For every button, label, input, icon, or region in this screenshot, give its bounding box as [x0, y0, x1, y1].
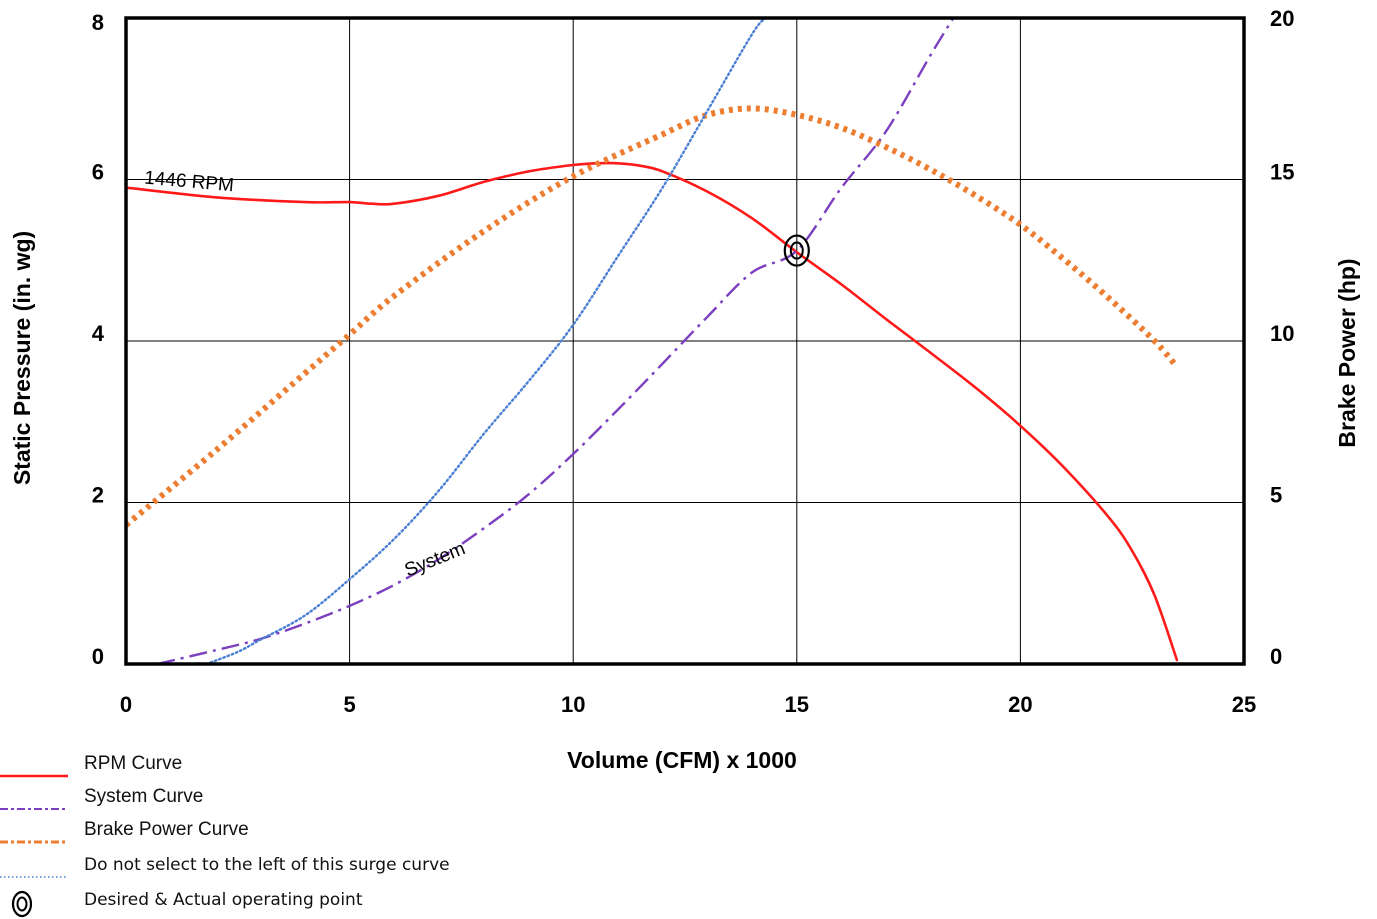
- operating-point-outer: [783, 234, 810, 267]
- y-left-tick-label: 6: [92, 160, 104, 185]
- legend-label: System Curve: [84, 786, 203, 807]
- surge-curve: [205, 16, 767, 666]
- x-tick-label: 25: [1232, 692, 1256, 717]
- y-axis-left-title: Static Pressure (in. wg): [9, 231, 35, 485]
- legend-label: RPM Curve: [84, 753, 182, 774]
- rpm-curve: [124, 161, 1179, 662]
- legend-label: Desired & Actual operating point: [84, 890, 363, 910]
- y-left-tick-label: 8: [92, 10, 104, 35]
- legend-label: Brake Power Curve: [84, 819, 249, 840]
- tick-labels: 0 5 10 15 20 25 0 2 4 6 8 0 5 10 15 20: [92, 6, 1295, 717]
- x-tick-label: 20: [1008, 692, 1032, 717]
- series-lines: [124, 16, 1180, 666]
- y-axis-right-title: Brake Power (hp): [1334, 258, 1360, 447]
- x-tick-label: 10: [561, 692, 585, 717]
- x-tick-label: 0: [120, 692, 132, 717]
- plot-frame: [124, 16, 1246, 666]
- legend: RPM Curve System Curve Brake Power Curve Do…: [0, 753, 450, 918]
- y-left-tick-label: 2: [92, 483, 104, 508]
- x-tick-label: 5: [343, 692, 355, 717]
- concentric-circle-icon-inner: [16, 896, 28, 912]
- y-left-tick-label: 4: [92, 321, 105, 346]
- x-tick-label: 15: [785, 692, 809, 717]
- brake-power-curve: [124, 105, 1180, 528]
- system-curve: [157, 17, 955, 666]
- y-right-tick-label: 15: [1270, 160, 1294, 185]
- y-right-tick-label: 0: [1270, 644, 1282, 669]
- plot-border: [124, 16, 1246, 666]
- legend-label: Do not select to the left of this surge …: [84, 855, 450, 875]
- system-annotation: System: [402, 538, 469, 581]
- y-right-tick-label: 5: [1270, 483, 1282, 508]
- y-right-tick-label: 20: [1270, 6, 1294, 31]
- y-left-tick-label: 0: [92, 644, 104, 669]
- operating-point-inner: [789, 241, 804, 260]
- operating-point-marker: [783, 234, 810, 267]
- x-axis-title: Volume (CFM) x 1000: [567, 747, 797, 773]
- y-right-tick-label: 10: [1270, 321, 1294, 346]
- concentric-circle-icon: [11, 890, 33, 918]
